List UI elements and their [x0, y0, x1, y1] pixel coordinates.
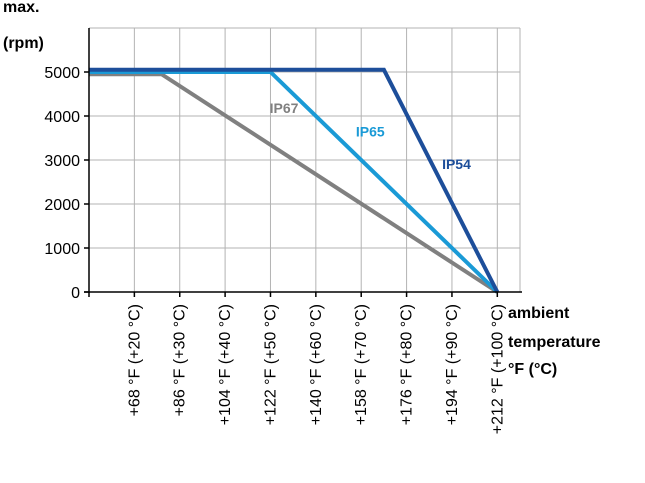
series-line-ip67	[89, 72, 499, 294]
series-line-ip65	[89, 70, 499, 294]
y-tick-label-3: 3000	[44, 153, 80, 170]
y-tick-label-1: 1000	[44, 241, 80, 258]
x-tick-label-8: +212 °F (+100 °C)	[489, 304, 506, 434]
x-tick-label-1: +86 °F (+30 °C)	[172, 304, 189, 416]
series-label-ip54: IP54	[442, 156, 471, 172]
y-axis-label-line-2: (rpm)	[3, 35, 44, 52]
y-tick-label-2: 2000	[44, 197, 80, 214]
y-axis-label: max. (rpm)	[3, 0, 44, 52]
y-axis-label-line-1: max.	[3, 0, 39, 16]
x-tick-label-7: +194 °F (+90 °C)	[444, 304, 461, 425]
x-axis-label: ambient temperature °F (°C)	[508, 305, 605, 378]
y-tick-labels: 0 1000 2000 3000 4000 5000	[44, 65, 80, 302]
x-axis-label-line-3: °F (°C)	[508, 361, 557, 378]
x-tick-label-5: +158 °F (+70 °C)	[353, 304, 370, 425]
axes	[84, 28, 522, 297]
y-tick-label-5: 5000	[44, 65, 80, 82]
x-tick-label-4: +140 °F (+60 °C)	[308, 304, 325, 425]
x-axis-label-line-2: temperature	[508, 334, 601, 351]
series-lines	[89, 67, 500, 294]
x-tick-label-0: +68 °F (+20 °C)	[126, 304, 143, 416]
series-labels: IP67 IP65 IP54	[270, 100, 471, 172]
series-label-ip67: IP67	[270, 100, 299, 116]
x-tick-label-3: +122 °F (+50 °C)	[262, 304, 279, 425]
y-tick-label-4: 4000	[44, 109, 80, 126]
x-tick-label-2: +104 °F (+40 °C)	[217, 304, 234, 425]
series-label-ip65: IP65	[356, 124, 385, 140]
x-tick-label-6: +176 °F (+80 °C)	[399, 304, 416, 425]
series-line-ip54	[89, 67, 500, 293]
x-tick-labels: +68 °F (+20 °C) +86 °F (+30 °C) +104 °F (+…	[126, 304, 506, 434]
y-tick-label-0: 0	[71, 285, 80, 302]
x-axis-label-line-1: ambient	[508, 305, 570, 322]
